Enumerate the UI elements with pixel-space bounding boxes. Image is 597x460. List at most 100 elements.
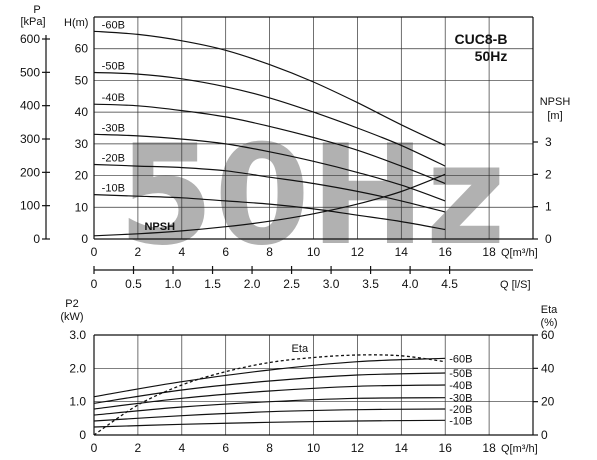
kpa-tick-label: 600 (20, 32, 40, 46)
eta-tick-label: 20 (541, 395, 555, 409)
y-tick-label: 0 (81, 232, 88, 246)
x-axis-label: Q[m³/h] (501, 247, 538, 259)
watermark-text: 50Hz (118, 115, 506, 276)
power-series-line-60b (93, 357, 446, 398)
p2-tick-label: 2.0 (69, 361, 86, 375)
ls-axis-label: Q [l/S] (500, 279, 531, 291)
x-axis-label-bottom: Q[m³/h] (501, 443, 538, 455)
kpa-tick-label: 500 (20, 65, 40, 79)
ls-tick-label: 4.0 (402, 277, 419, 291)
power-series-label-60b: -60B (449, 353, 472, 365)
p2-axis-unit: (kW) (60, 311, 83, 323)
npsh-tick-label: 2 (545, 167, 552, 181)
series-label-20b: -20B (102, 152, 125, 164)
y-tick-label: 10 (75, 200, 89, 214)
ls-tick-label: 0 (91, 277, 98, 291)
power-series-line-40b (93, 384, 446, 410)
x-tick-label: 8 (266, 245, 273, 259)
eta-axis-title: Eta (541, 304, 558, 316)
power-series-label-10b: -10B (449, 415, 472, 427)
y-tick-label: 60 (75, 42, 89, 56)
npsh-tick-label: 3 (545, 135, 552, 149)
x-tick-label-bottom: 0 (91, 441, 98, 455)
x-tick-label: 14 (395, 245, 409, 259)
p2-tick-label: 0 (79, 428, 86, 442)
series-line-60b (93, 30, 446, 146)
series-label-40b: -40B (102, 92, 125, 104)
series-line-50b (93, 71, 446, 167)
eta-axis-unit: (%) (540, 317, 557, 329)
npsh-tick-label: 1 (545, 200, 552, 214)
x-tick-label-bottom: 2 (135, 441, 142, 455)
eta-tick-label: 40 (541, 361, 555, 375)
power-series-label-40b: -40B (449, 380, 472, 392)
ls-tick-label: 2.0 (244, 277, 261, 291)
p2-axis-title: P2 (65, 298, 78, 310)
x-tick-label: 6 (222, 245, 229, 259)
x-tick-label-bottom: 8 (266, 441, 273, 455)
ls-tick-label: 2.5 (283, 277, 300, 291)
eta-tick-label: 0 (541, 428, 548, 442)
npsh-axis-title: NPSH (540, 96, 571, 108)
ls-tick-label: 0.5 (125, 277, 142, 291)
npsh-axis-unit: [m] (547, 110, 562, 122)
p2-tick-label: 1.0 (69, 395, 86, 409)
series-label-eta: Eta (292, 343, 309, 355)
series-label-50b: -50B (102, 61, 125, 73)
kpa-tick-label: 0 (33, 232, 40, 246)
power-series-label-30b: -30B (449, 393, 472, 405)
x-tick-label: 0 (91, 245, 98, 259)
series-label-60b: -60B (102, 19, 125, 31)
ls-tick-label: 3.5 (362, 277, 379, 291)
power-series-label-20b: -20B (449, 404, 472, 416)
x-tick-label: 10 (307, 245, 321, 259)
power-series-line-30b (93, 397, 446, 416)
kpa-axis-title: P (33, 4, 40, 16)
y-axis-label: H(m) (64, 17, 88, 29)
power-series-line-10b (93, 419, 446, 428)
power-series-label-50b: -50B (449, 368, 472, 380)
power-series-line-eta (93, 354, 446, 436)
power-series-line-50b (93, 372, 446, 404)
flow-ls-scale: 0 0.5 1.0 1.5 2.0 2.5 3.0 3.5 4.0 4.5 Q [l/S] (91, 266, 533, 291)
ls-tick-label: 4.5 (441, 277, 458, 291)
eta-tick-label: 60 (541, 328, 555, 342)
npsh-tick-label: 0 (545, 232, 552, 246)
series-line-npsh (93, 173, 446, 237)
x-tick-label-bottom: 12 (351, 441, 365, 455)
x-tick-label: 12 (351, 245, 365, 259)
series-line-20b (93, 163, 446, 213)
chart-subtitle: 50Hz (475, 48, 508, 64)
series-label-30b: -30B (102, 122, 125, 134)
y-tick-label: 20 (75, 169, 89, 183)
x-tick-label-bottom: 6 (222, 441, 229, 455)
x-tick-label-bottom: 16 (439, 441, 453, 455)
x-tick-label: 18 (482, 245, 496, 259)
y-tick-label: 30 (75, 137, 89, 151)
kpa-tick-label: 400 (20, 99, 40, 113)
kpa-tick-label: 300 (20, 132, 40, 146)
x-tick-label: 2 (135, 245, 142, 259)
kpa-tick-label: 200 (20, 165, 40, 179)
watermark-layer: 50Hz (118, 115, 506, 276)
p2-tick-label: 3.0 (69, 328, 86, 342)
head-npsh-panel: 0102030405060H(m)0100200300400500600P[kP… (20, 4, 570, 259)
series-line-10b (93, 194, 446, 231)
kpa-tick-label: 100 (20, 199, 40, 213)
x-tick-label-bottom: 18 (482, 441, 496, 455)
x-tick-label-bottom: 4 (178, 441, 185, 455)
x-tick-label-bottom: 14 (395, 441, 409, 455)
x-tick-label-bottom: 10 (307, 441, 321, 455)
ls-tick-label: 3.0 (323, 277, 340, 291)
series-line-30b (93, 133, 446, 202)
ls-tick-label: 1.0 (165, 277, 182, 291)
power-series-line-20b (93, 408, 446, 422)
chart-title: CUC8-B (455, 31, 508, 47)
series-label-10b: -10B (102, 183, 125, 195)
series-line-40b (93, 103, 446, 185)
series-label-npsh: NPSH (144, 221, 175, 233)
y-tick-label: 50 (75, 73, 89, 87)
y-tick-label: 40 (75, 105, 89, 119)
